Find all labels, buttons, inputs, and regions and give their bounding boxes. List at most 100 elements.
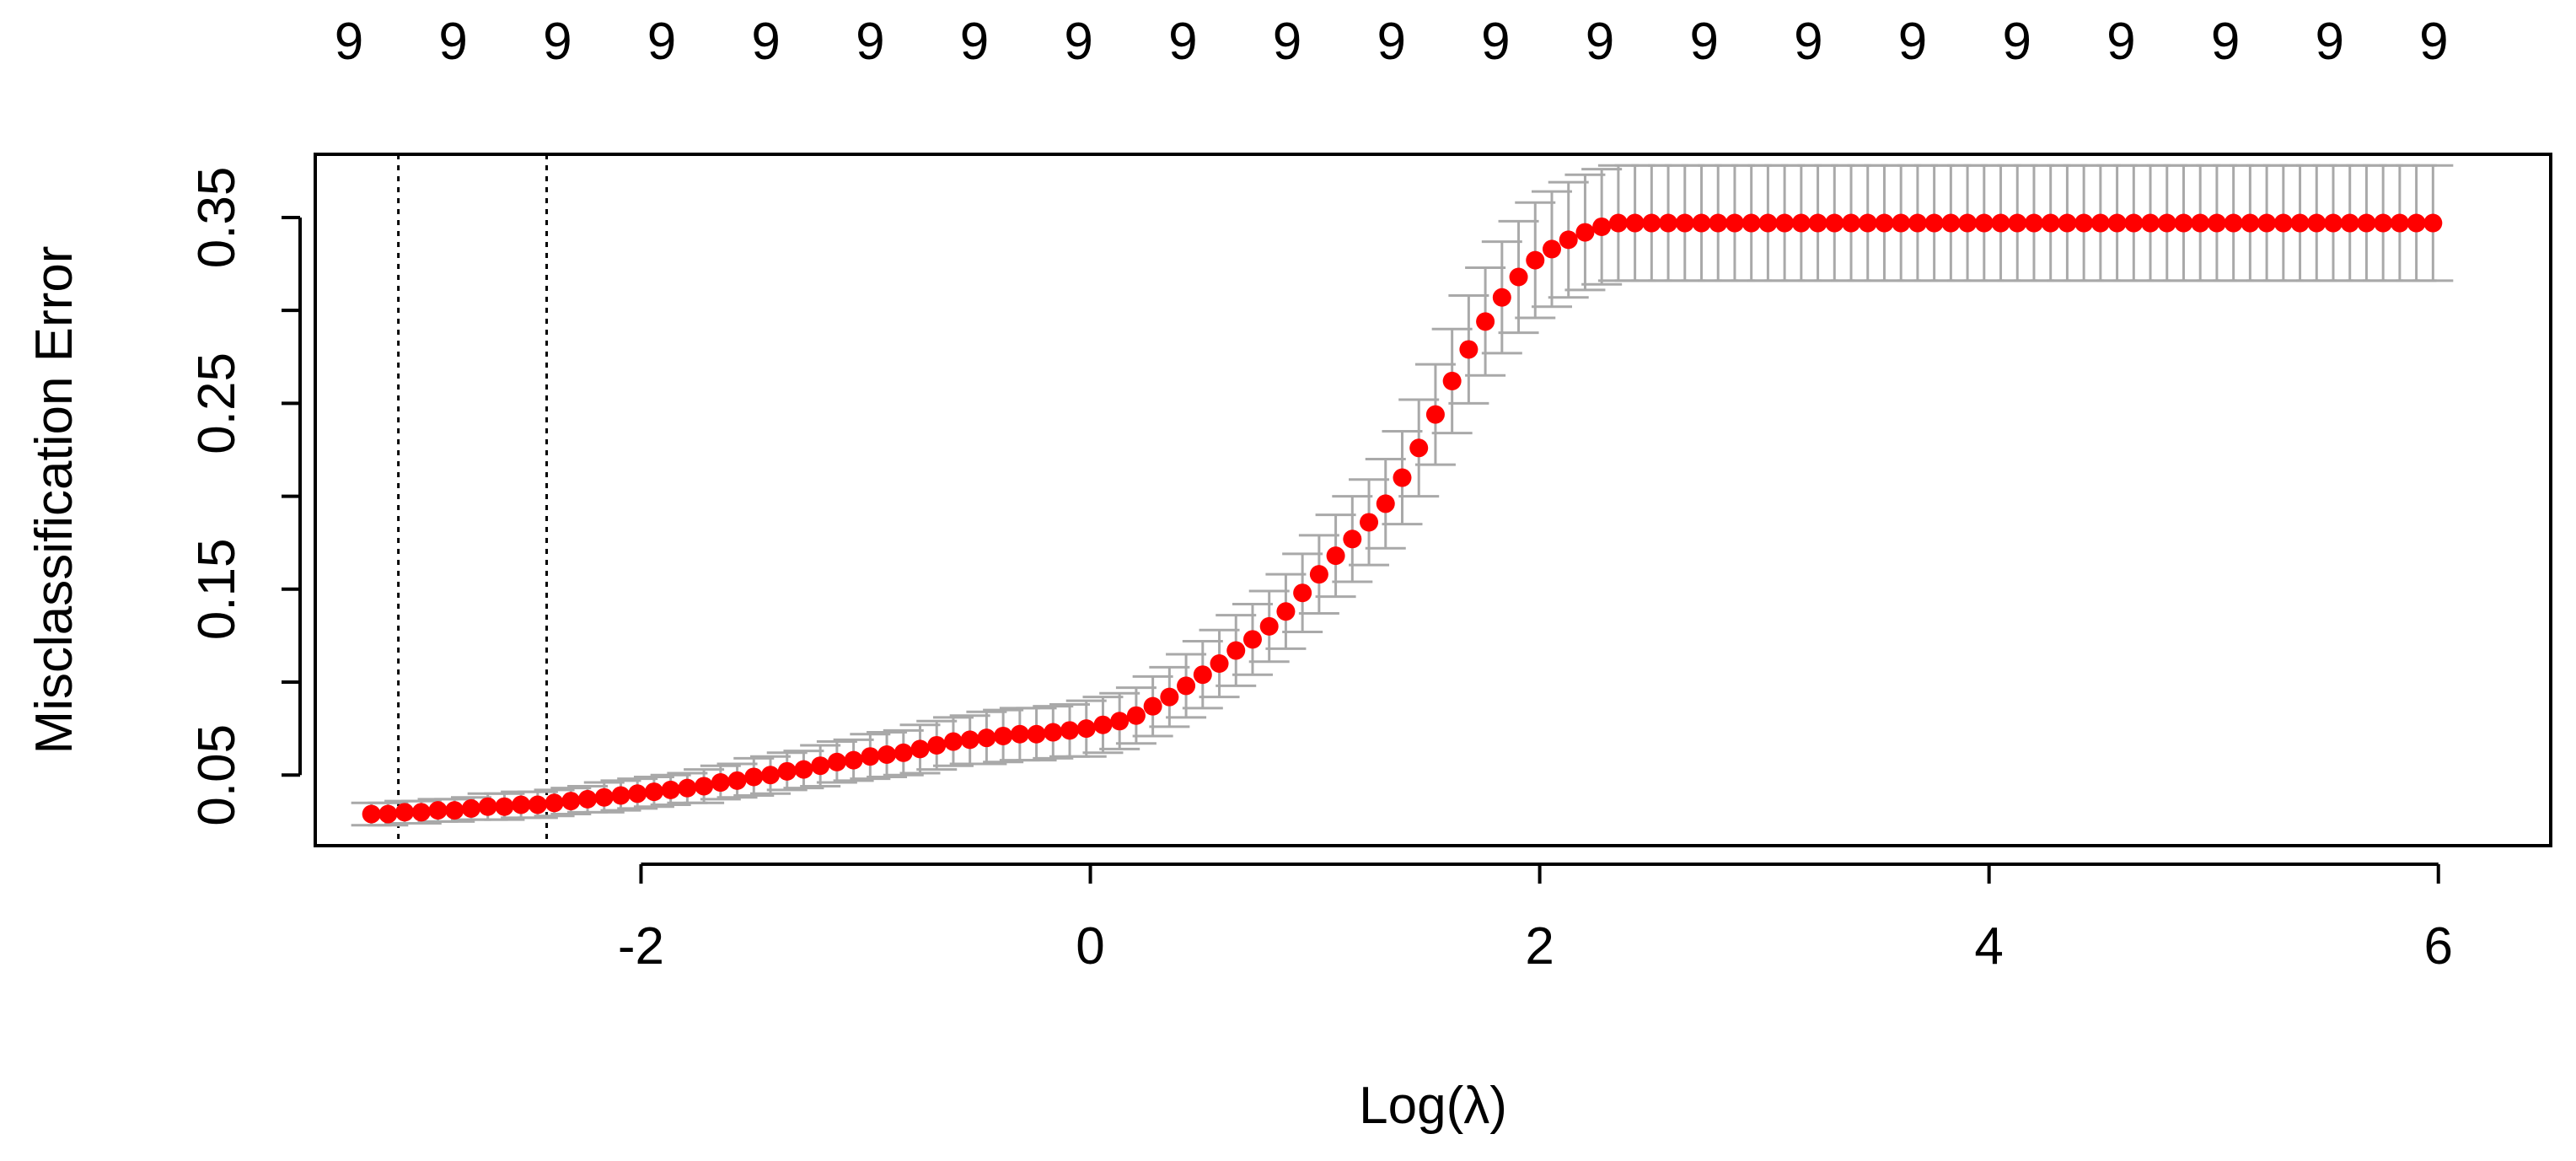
data-point (2224, 213, 2243, 233)
data-point (2307, 213, 2326, 233)
x-axis-title: Log(λ) (1359, 1077, 1507, 1135)
data-point (1542, 239, 1561, 259)
data-point (2157, 213, 2176, 233)
data-point (695, 777, 714, 796)
data-point (910, 739, 930, 759)
data-point (1991, 213, 2010, 233)
data-point (2340, 213, 2359, 233)
data-point (1093, 715, 1113, 734)
data-point (2207, 213, 2226, 233)
data-point (1842, 213, 1861, 233)
data-point (877, 744, 897, 764)
top-tick-label: 9 (856, 13, 884, 71)
data-point (1442, 371, 1462, 390)
data-point (1177, 676, 1196, 696)
data-point (777, 761, 797, 781)
data-point (861, 747, 880, 766)
top-tick-label: 9 (1168, 13, 1197, 71)
top-tick-label: 9 (2419, 13, 2448, 71)
data-point (2357, 213, 2376, 233)
top-tick-label: 9 (1064, 13, 1092, 71)
y-axis-title: Misclassification Error (25, 246, 83, 755)
data-point (362, 804, 381, 824)
data-point (1941, 213, 1961, 233)
data-point (1309, 565, 1328, 584)
data-points (362, 213, 2443, 824)
data-point (1725, 213, 1744, 233)
data-point (1226, 641, 1246, 660)
data-point (1741, 213, 1761, 233)
top-tick-label: 9 (647, 13, 676, 71)
data-point (844, 750, 863, 770)
y-axis: 0.05 0.15 0.25 0.35 (188, 167, 302, 826)
x-axis: -2 0 2 4 6 (618, 863, 2453, 976)
data-point (2124, 213, 2144, 233)
data-point (628, 784, 647, 804)
data-point (744, 767, 764, 787)
top-tick-label: 9 (2211, 13, 2240, 71)
data-point (1509, 267, 1528, 287)
data-point (927, 735, 947, 755)
data-point (1559, 230, 1578, 250)
data-point (545, 793, 564, 813)
data-point (1360, 513, 1379, 532)
top-tick-label: 9 (1481, 13, 1510, 71)
data-point (1791, 213, 1811, 233)
top-tick-label: 9 (1689, 13, 1718, 71)
data-point (1126, 706, 1146, 725)
data-point (1625, 213, 1645, 233)
data-point (1110, 712, 1130, 731)
data-point (994, 726, 1013, 745)
data-point (1775, 213, 1795, 233)
top-tick-label: 9 (1898, 13, 1927, 71)
data-point (528, 795, 547, 814)
x-tick-label: 4 (1974, 917, 2003, 976)
data-point (1758, 213, 1778, 233)
data-point (1875, 213, 1894, 233)
data-point (2257, 213, 2277, 233)
data-point (2008, 213, 2027, 233)
data-point (1409, 438, 1429, 458)
data-point (1958, 213, 1978, 233)
data-point (1675, 213, 1694, 233)
data-point (1908, 213, 1927, 233)
data-point (578, 789, 598, 809)
data-point (977, 728, 996, 748)
data-point (943, 732, 963, 751)
data-point (2423, 213, 2443, 233)
data-point (1825, 213, 1844, 233)
data-point (561, 792, 581, 811)
reference-lines (397, 154, 549, 846)
data-point (1343, 529, 1362, 549)
data-point (1608, 213, 1628, 233)
top-tick-label: 9 (1273, 13, 1301, 71)
data-point (1642, 213, 1661, 233)
data-point (461, 798, 480, 818)
data-point (1476, 312, 1495, 331)
data-point (1076, 719, 1096, 739)
data-point (1592, 217, 1612, 236)
data-point (411, 803, 431, 822)
data-point (1010, 724, 1029, 744)
top-tick-label: 9 (1586, 13, 1614, 71)
top-tick-label: 9 (438, 13, 467, 71)
data-point (378, 804, 398, 824)
top-tick-label: 9 (1794, 13, 1822, 71)
data-point (2041, 213, 2060, 233)
data-point (1210, 653, 1229, 673)
data-point (1858, 213, 1877, 233)
x-tick-label: 2 (1525, 917, 1554, 976)
data-point (644, 782, 663, 802)
data-point (2407, 213, 2426, 233)
data-point (2090, 213, 2110, 233)
data-point (2141, 213, 2160, 233)
data-point (711, 773, 730, 793)
data-point (1060, 721, 1080, 740)
data-point (727, 771, 747, 790)
data-point (611, 786, 631, 805)
data-point (1526, 250, 1545, 270)
x-tick-label: 6 (2423, 917, 2452, 976)
data-point (1924, 213, 1944, 233)
top-axis-labels: 9 9 9 9 9 9 9 9 9 9 9 9 9 9 9 9 9 9 9 9 9 (335, 13, 2449, 71)
top-tick-label: 9 (543, 13, 572, 71)
